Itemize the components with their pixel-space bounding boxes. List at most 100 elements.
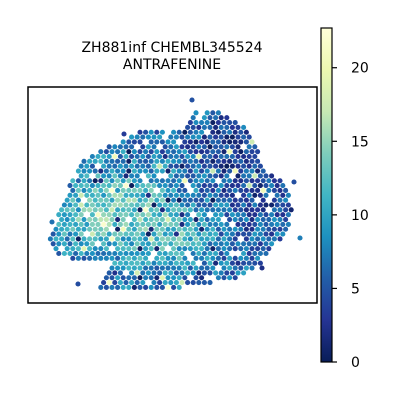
hexbin-spot bbox=[187, 120, 193, 126]
hexbin-spot bbox=[106, 270, 112, 276]
hexbin-spot bbox=[92, 226, 98, 232]
hexbin-spot bbox=[215, 255, 221, 261]
hexbin-spot bbox=[98, 149, 104, 155]
hexbin-spot bbox=[224, 134, 230, 140]
hexbin-spot bbox=[171, 197, 177, 203]
hexbin-spot bbox=[117, 212, 123, 218]
hexbin-spot bbox=[143, 129, 149, 135]
hexbin-spot bbox=[162, 202, 168, 208]
hexbin-spot bbox=[56, 250, 62, 257]
hexbin-spot bbox=[168, 134, 174, 140]
hexbin-spot bbox=[162, 192, 168, 198]
hexbin-spot bbox=[134, 241, 140, 247]
hexbin-spot bbox=[182, 207, 188, 213]
hexbin-spot bbox=[115, 226, 121, 232]
hexbin-spot bbox=[204, 197, 210, 203]
plot-frame bbox=[27, 86, 318, 304]
hexbin-spot bbox=[73, 250, 79, 257]
hexbin-spot bbox=[145, 202, 151, 208]
hexbin-spot bbox=[154, 139, 160, 145]
hexbin-spot bbox=[145, 270, 151, 276]
hexbin-spot bbox=[210, 236, 216, 242]
hexbin-spot bbox=[151, 144, 157, 150]
hexbin-spot bbox=[193, 265, 199, 271]
hexbin-spot bbox=[115, 187, 121, 193]
hexbin-spot bbox=[185, 212, 191, 218]
hexbin-spot bbox=[137, 265, 143, 271]
hexbin-spot bbox=[151, 260, 157, 266]
hexbin-spot bbox=[241, 221, 247, 227]
hexbin-spot bbox=[117, 202, 123, 208]
hexbin-spot bbox=[210, 217, 216, 223]
hexbin-spot bbox=[271, 178, 277, 184]
hexbin-spot bbox=[84, 183, 90, 189]
hexbin-spot bbox=[168, 250, 174, 257]
hexbin-spot bbox=[103, 168, 109, 174]
hexbin-spot bbox=[98, 236, 104, 242]
hexbin-spot bbox=[115, 217, 121, 223]
hexbin-spot bbox=[73, 183, 79, 189]
hexbin-spot bbox=[187, 158, 193, 164]
colorbar-tick-label: 5 bbox=[351, 281, 360, 297]
hexbin-spot bbox=[168, 231, 174, 237]
hexbin-spot bbox=[274, 231, 280, 237]
hexbin-spot bbox=[196, 163, 202, 169]
hexbin-spot bbox=[120, 197, 126, 203]
hexbin-spot bbox=[249, 226, 255, 232]
hexbin-spot bbox=[56, 212, 62, 218]
hexbin-spot bbox=[173, 192, 179, 198]
hexbin-spot bbox=[255, 168, 261, 174]
hexbin-spot bbox=[112, 183, 118, 189]
hexbin-spot bbox=[154, 265, 160, 271]
hexbin-spot bbox=[154, 129, 160, 135]
hexbin-spot bbox=[101, 202, 107, 208]
hexbin-spot bbox=[241, 260, 247, 266]
hexbin-spot bbox=[123, 260, 129, 266]
hexbin-spot bbox=[64, 197, 70, 203]
hexbin-spot bbox=[246, 231, 252, 237]
hexbin-spot bbox=[70, 207, 76, 213]
hexbin-spot bbox=[280, 212, 286, 218]
hexbin-spot bbox=[168, 280, 174, 286]
hexbin-spot bbox=[173, 241, 179, 247]
hexbin-spot bbox=[274, 212, 280, 218]
hexbin-spot bbox=[260, 187, 266, 193]
hexbin-spot bbox=[185, 124, 191, 130]
hexbin-spot bbox=[134, 270, 140, 276]
hexbin-spot bbox=[140, 280, 146, 286]
hexbin-spot bbox=[246, 144, 252, 150]
hexbin-spot bbox=[241, 241, 247, 247]
hexbin-spot bbox=[89, 202, 95, 208]
hexbin-spot bbox=[87, 178, 93, 184]
hexbin-spot bbox=[204, 246, 210, 252]
hexbin-spot bbox=[159, 149, 165, 155]
hexbin-spot bbox=[176, 246, 182, 252]
hexbin-spot bbox=[131, 178, 137, 184]
hexbin-spot bbox=[215, 236, 221, 242]
hexbin-spot bbox=[227, 187, 233, 193]
hexbin-spot bbox=[89, 241, 95, 247]
hexbin-spot bbox=[263, 221, 269, 227]
hexbin-spot bbox=[134, 163, 140, 169]
hexbin-spot bbox=[109, 197, 115, 203]
hexbin-spot bbox=[145, 134, 151, 140]
hexbin-spot bbox=[81, 187, 87, 193]
hexbin-spot bbox=[103, 149, 109, 155]
hexbin-spot bbox=[131, 207, 137, 213]
hexbin-spot bbox=[249, 246, 255, 252]
hexbin-spot bbox=[227, 178, 233, 184]
hexbin-spot bbox=[201, 221, 207, 227]
hexbin-spot bbox=[157, 183, 163, 189]
hexbin-spot bbox=[75, 281, 81, 287]
hexbin-spot bbox=[238, 197, 244, 203]
hexbin-spot bbox=[140, 241, 146, 247]
hexbin-spot bbox=[179, 192, 185, 198]
hexbin-spot bbox=[271, 187, 277, 193]
hexbin-spot bbox=[227, 168, 233, 174]
hexbin-spot bbox=[241, 231, 247, 237]
hexbin-spot bbox=[224, 115, 230, 121]
hexbin-spot bbox=[101, 280, 107, 286]
hexbin-spot bbox=[187, 236, 193, 242]
hexbin-spot bbox=[185, 231, 191, 237]
hexbin-spot bbox=[129, 134, 135, 140]
